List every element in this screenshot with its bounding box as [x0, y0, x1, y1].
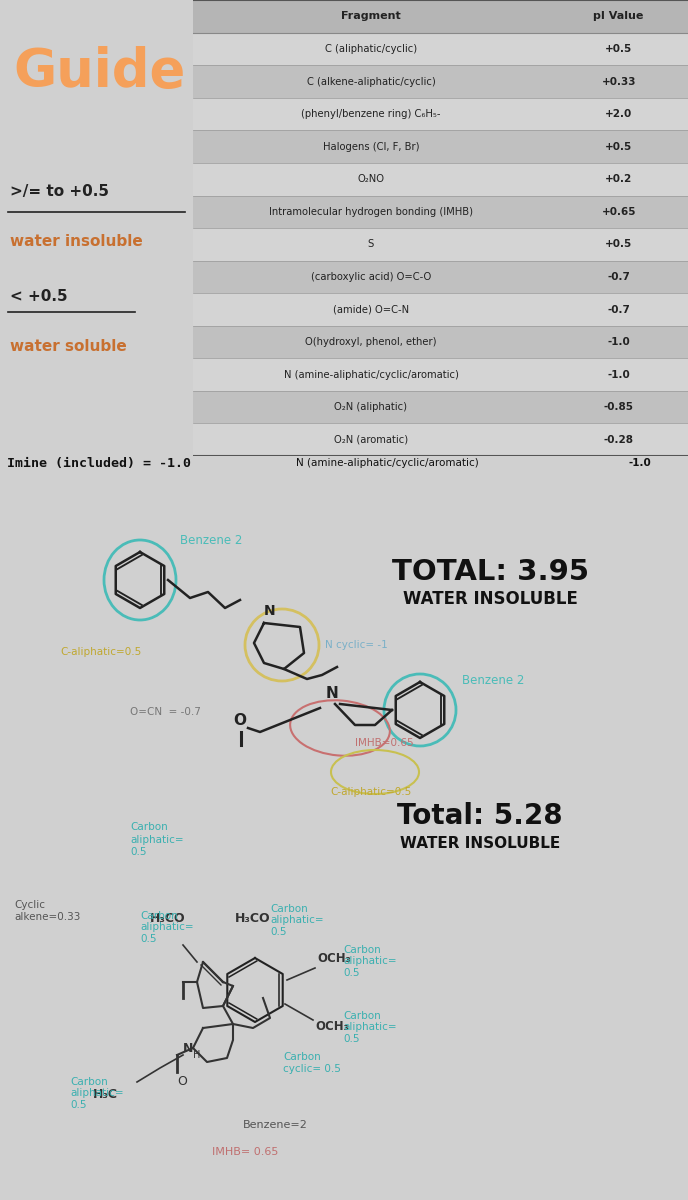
Text: Cyclic
alkene=0.33: Cyclic alkene=0.33 — [14, 900, 80, 922]
Text: N: N — [264, 604, 276, 618]
Text: Imine (included) = -1.0: Imine (included) = -1.0 — [7, 457, 191, 469]
Text: N cyclic= -1: N cyclic= -1 — [325, 640, 388, 650]
Text: +0.5: +0.5 — [605, 44, 632, 54]
Text: -1.0: -1.0 — [628, 458, 652, 468]
Text: Carbon
cyclic= 0.5: Carbon cyclic= 0.5 — [283, 1052, 341, 1074]
Text: (carboxylic acid) O=C-O: (carboxylic acid) O=C-O — [311, 272, 431, 282]
Text: N (amine-aliphatic/cyclic/aromatic): N (amine-aliphatic/cyclic/aromatic) — [283, 370, 458, 379]
Text: -1.0: -1.0 — [608, 370, 630, 379]
FancyBboxPatch shape — [193, 359, 688, 391]
Text: O: O — [233, 713, 246, 728]
Text: H: H — [193, 1050, 200, 1060]
FancyBboxPatch shape — [193, 391, 688, 424]
Text: (phenyl/benzene ring) C₆H₅-: (phenyl/benzene ring) C₆H₅- — [301, 109, 441, 119]
Text: C (alkene-aliphatic/cyclic): C (alkene-aliphatic/cyclic) — [307, 77, 436, 86]
Text: C (aliphatic/cyclic): C (aliphatic/cyclic) — [325, 44, 417, 54]
Text: +0.65: +0.65 — [601, 206, 636, 217]
Text: Halogens (Cl, F, Br): Halogens (Cl, F, Br) — [323, 142, 419, 151]
Text: TOTAL: 3.95: TOTAL: 3.95 — [391, 558, 588, 586]
FancyBboxPatch shape — [193, 131, 688, 163]
Text: water insoluble: water insoluble — [10, 234, 142, 250]
Text: Carbon
aliphatic=
0.5: Carbon aliphatic= 0.5 — [130, 822, 184, 857]
FancyBboxPatch shape — [193, 325, 688, 359]
Text: +0.5: +0.5 — [605, 240, 632, 250]
Text: Carbon
aliphatic=
0.5: Carbon aliphatic= 0.5 — [343, 1010, 396, 1044]
Text: (amide) O=C-N: (amide) O=C-N — [333, 305, 409, 314]
Text: WATER INSOLUBLE: WATER INSOLUBLE — [400, 836, 560, 851]
FancyBboxPatch shape — [193, 196, 688, 228]
Text: Carbon
aliphatic=
0.5: Carbon aliphatic= 0.5 — [140, 911, 193, 944]
Text: OCH₃: OCH₃ — [315, 1020, 349, 1033]
Text: Carbon
aliphatic=
0.5: Carbon aliphatic= 0.5 — [343, 944, 396, 978]
Text: Guide: Guide — [14, 46, 186, 97]
Text: Fragment: Fragment — [341, 12, 401, 22]
Text: -0.28: -0.28 — [603, 434, 634, 445]
Text: IMHB=0.65: IMHB=0.65 — [355, 738, 413, 748]
Text: OCH₃: OCH₃ — [317, 952, 351, 965]
Text: O: O — [177, 1075, 187, 1088]
Text: Total: 5.28: Total: 5.28 — [397, 802, 563, 830]
Text: Carbon
aliphatic=
0.5: Carbon aliphatic= 0.5 — [270, 904, 323, 937]
Text: H₃CO: H₃CO — [235, 912, 270, 925]
Text: O₂NO: O₂NO — [358, 174, 385, 185]
Text: Benzene 2: Benzene 2 — [180, 534, 242, 546]
Text: < +0.5: < +0.5 — [10, 289, 67, 304]
Text: -1.0: -1.0 — [608, 337, 630, 347]
Text: N: N — [325, 686, 338, 701]
Text: S: S — [368, 240, 374, 250]
Text: +0.2: +0.2 — [605, 174, 632, 185]
Text: H₃C: H₃C — [93, 1088, 118, 1102]
Text: +0.5: +0.5 — [605, 142, 632, 151]
FancyBboxPatch shape — [193, 0, 688, 32]
Text: Intramolecular hydrogen bonding (IMHB): Intramolecular hydrogen bonding (IMHB) — [269, 206, 473, 217]
FancyBboxPatch shape — [193, 260, 688, 293]
FancyBboxPatch shape — [193, 163, 688, 196]
Text: O=CN  = -0.7: O=CN = -0.7 — [130, 707, 201, 716]
Text: C-aliphatic=0.5: C-aliphatic=0.5 — [60, 647, 141, 658]
Text: pI Value: pI Value — [594, 12, 644, 22]
Text: IMHB= 0.65: IMHB= 0.65 — [212, 1147, 278, 1157]
Text: -0.7: -0.7 — [608, 305, 630, 314]
Text: >/= to +0.5: >/= to +0.5 — [10, 184, 109, 199]
FancyBboxPatch shape — [193, 98, 688, 131]
Text: -0.7: -0.7 — [608, 272, 630, 282]
Text: O₂N (aromatic): O₂N (aromatic) — [334, 434, 408, 445]
Text: N: N — [183, 1042, 193, 1055]
Text: Benzene 2: Benzene 2 — [462, 673, 524, 686]
Text: WATER INSOLUBLE: WATER INSOLUBLE — [402, 590, 577, 608]
Text: Benzene=2: Benzene=2 — [243, 1120, 308, 1130]
Text: O₂N (aliphatic): O₂N (aliphatic) — [334, 402, 407, 412]
Text: +0.33: +0.33 — [601, 77, 636, 86]
Text: N (amine-aliphatic/cyclic/aromatic): N (amine-aliphatic/cyclic/aromatic) — [296, 458, 479, 468]
FancyBboxPatch shape — [193, 32, 688, 65]
Text: -0.85: -0.85 — [603, 402, 634, 412]
Text: Carbon
aliphatic=
0.5: Carbon aliphatic= 0.5 — [70, 1076, 124, 1110]
FancyBboxPatch shape — [193, 424, 688, 456]
Text: +2.0: +2.0 — [605, 109, 632, 119]
FancyBboxPatch shape — [193, 228, 688, 260]
Text: C-aliphatic=0.5: C-aliphatic=0.5 — [330, 787, 411, 797]
Text: H₃CO: H₃CO — [150, 912, 186, 925]
Text: O(hydroxyl, phenol, ether): O(hydroxyl, phenol, ether) — [305, 337, 437, 347]
Text: water soluble: water soluble — [10, 340, 127, 354]
FancyBboxPatch shape — [193, 65, 688, 98]
FancyBboxPatch shape — [193, 293, 688, 325]
